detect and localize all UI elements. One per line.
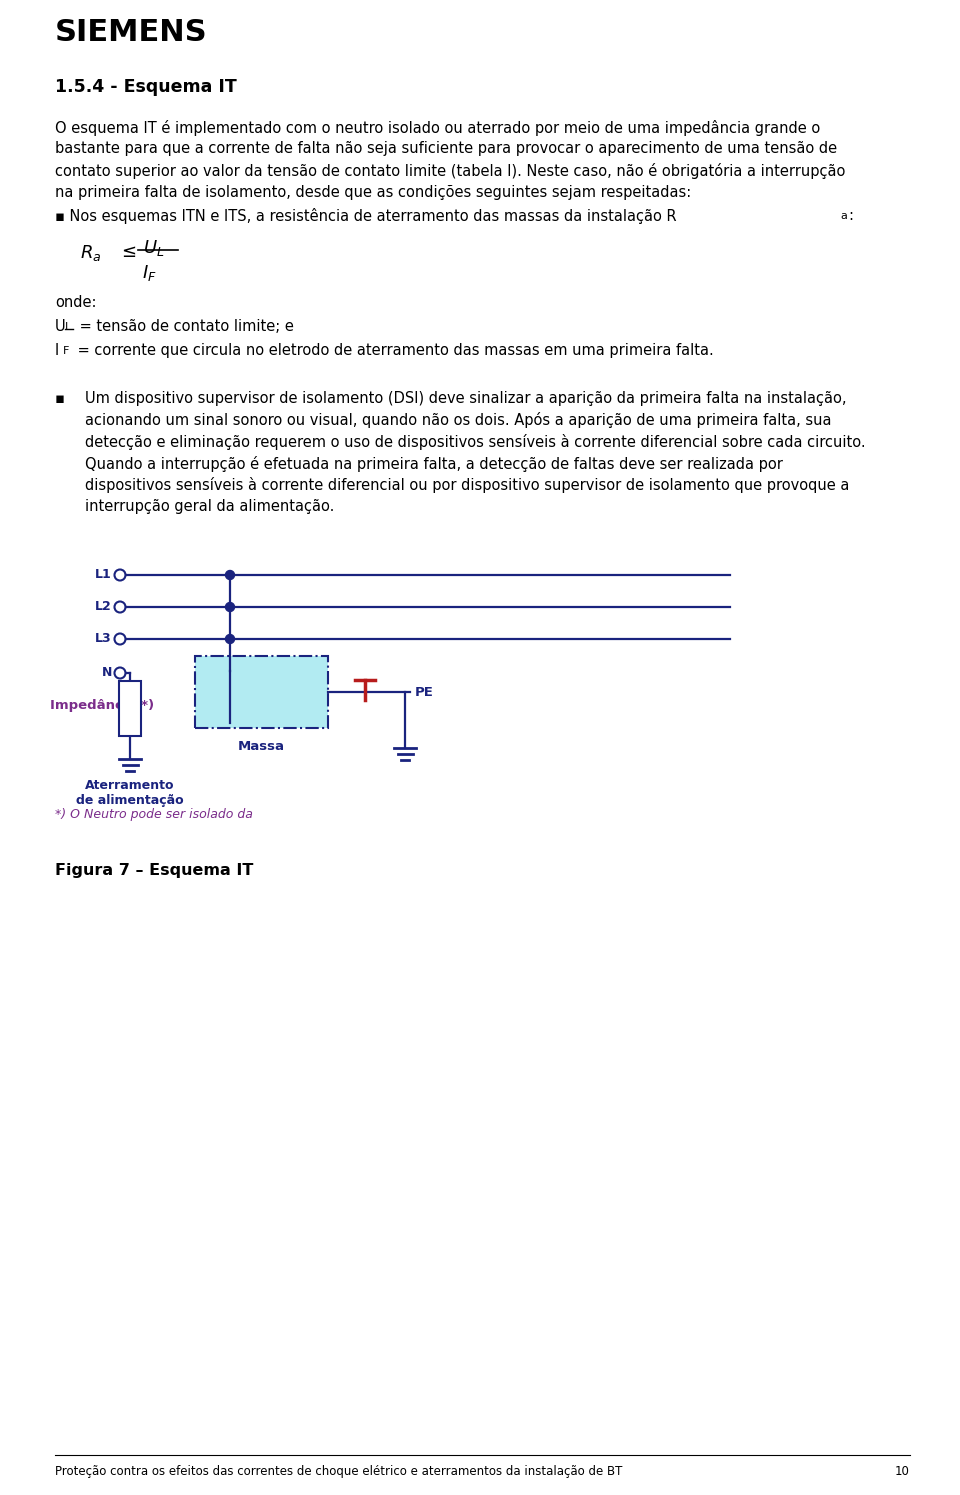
Bar <box>195 656 328 728</box>
Text: 1.5.4 - Esquema IT: 1.5.4 - Esquema IT <box>55 78 237 96</box>
Text: Proteção contra os efeitos das correntes de choque elétrico e aterramentos da in: Proteção contra os efeitos das correntes… <box>55 1465 622 1479</box>
Text: *) O Neutro pode ser isolado da: *) O Neutro pode ser isolado da <box>55 807 252 821</box>
Text: a: a <box>840 211 847 221</box>
Text: bastante para que a corrente de falta não seja suficiente para provocar o aparec: bastante para que a corrente de falta nã… <box>55 142 837 157</box>
Text: F: F <box>63 345 69 356</box>
Text: U: U <box>55 318 65 333</box>
Text: onde:: onde: <box>55 295 97 309</box>
Text: L2: L2 <box>95 601 112 613</box>
Text: PE: PE <box>415 686 434 698</box>
Text: L: L <box>65 321 71 332</box>
Text: ▪ Nos esquemas ITN e ITS, a resistência de aterramento das massas da instalação : ▪ Nos esquemas ITN e ITS, a resistência … <box>55 208 677 224</box>
Circle shape <box>226 571 234 580</box>
Text: Massa: Massa <box>238 740 285 753</box>
Text: dispositivos sensíveis à corrente diferencial ou por dispositivo supervisor de i: dispositivos sensíveis à corrente difere… <box>85 477 850 493</box>
Text: :: : <box>848 208 853 223</box>
Text: Aterramento
de alimentação: Aterramento de alimentação <box>76 779 183 807</box>
Text: N: N <box>102 667 112 680</box>
Text: na primeira falta de isolamento, desde que as condições seguintes sejam respeita: na primeira falta de isolamento, desde q… <box>55 184 691 199</box>
Text: I: I <box>55 342 60 357</box>
Text: = corrente que circula no eletrodo de aterramento das massas em uma primeira fal: = corrente que circula no eletrodo de at… <box>73 342 713 357</box>
Text: L1: L1 <box>95 568 112 582</box>
Bar <box>195 656 328 728</box>
Text: $I_F$: $I_F$ <box>142 263 156 283</box>
Text: contato superior ao valor da tensão de contato limite (tabela I). Neste caso, nã: contato superior ao valor da tensão de c… <box>55 163 846 179</box>
Text: Impedância *): Impedância *) <box>50 700 155 712</box>
Text: SIEMENS: SIEMENS <box>55 18 207 46</box>
Text: interrupção geral da alimentação.: interrupção geral da alimentação. <box>85 498 334 513</box>
Text: $U_L$: $U_L$ <box>143 238 164 259</box>
Text: ▪: ▪ <box>55 392 65 407</box>
Text: $\leq$: $\leq$ <box>118 244 136 262</box>
Text: $R_a$: $R_a$ <box>80 244 102 263</box>
Text: Um dispositivo supervisor de isolamento (DSI) deve sinalizar a aparição da prime: Um dispositivo supervisor de isolamento … <box>85 392 847 407</box>
Text: 10: 10 <box>895 1465 910 1479</box>
Bar <box>119 682 141 736</box>
Circle shape <box>226 602 234 611</box>
Text: acionando um sinal sonoro ou visual, quando não os dois. Após a aparição de uma : acionando um sinal sonoro ou visual, qua… <box>85 413 831 429</box>
Text: = tensão de contato limite; e: = tensão de contato limite; e <box>75 318 294 333</box>
Text: L3: L3 <box>95 632 112 646</box>
Text: Quando a interrupção é efetuada na primeira falta, a detecção de faltas deve ser: Quando a interrupção é efetuada na prime… <box>85 456 782 471</box>
Text: Figura 7 – Esquema IT: Figura 7 – Esquema IT <box>55 863 253 878</box>
Text: detecção e eliminação requerem o uso de dispositivos sensíveis à corrente difere: detecção e eliminação requerem o uso de … <box>85 434 866 450</box>
Circle shape <box>226 634 234 643</box>
Text: O esquema IT é implementado com o neutro isolado ou aterrado por meio de uma imp: O esquema IT é implementado com o neutro… <box>55 120 820 136</box>
